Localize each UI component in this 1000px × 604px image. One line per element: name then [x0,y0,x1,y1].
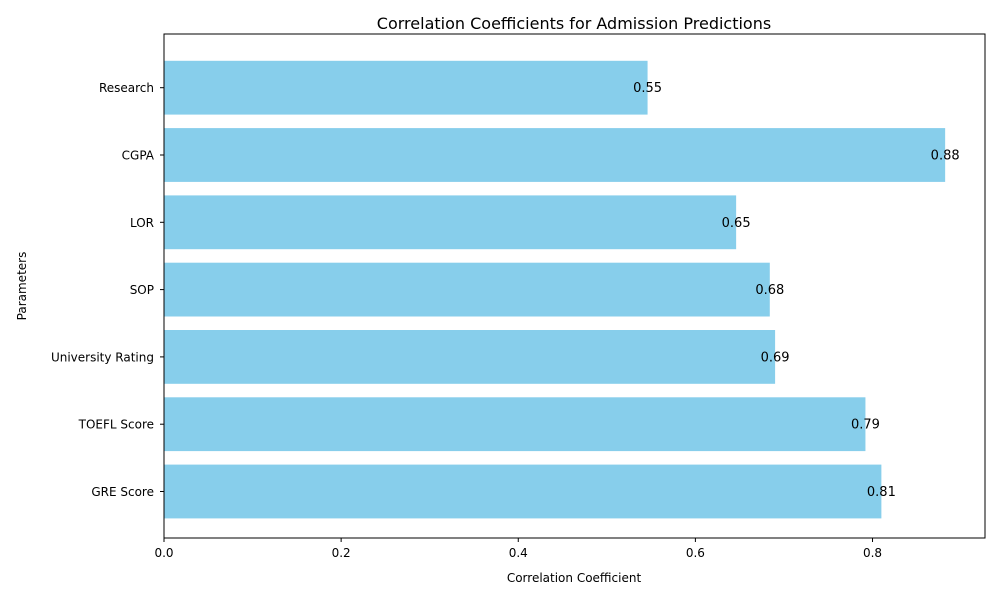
value-label-university-rating: 0.69 [761,350,790,365]
bars-group [164,60,946,519]
value-label-research: 0.55 [633,81,662,96]
bar-lor [164,195,737,250]
y-tick-label-toefl-score: TOEFL Score [78,418,154,432]
bar-research [164,60,648,115]
x-tick-label-4: 0.8 [863,546,882,560]
y-tick-label-gre-score: GRE Score [91,485,154,499]
value-label-cgpa: 0.88 [931,149,960,164]
y-tick-label-university-rating: University Rating [51,350,154,364]
x-axis: 0.0 0.2 0.4 0.6 0.8 [154,538,882,560]
value-label-lor: 0.65 [722,216,751,231]
value-labels-group: 0.81 0.79 0.69 0.68 0.65 0.88 0.55 [633,81,960,500]
value-label-toefl-score: 0.79 [851,418,880,433]
value-label-sop: 0.68 [755,283,784,298]
x-tick-label-1: 0.2 [332,546,351,560]
y-tick-label-sop: SOP [130,283,154,297]
plot-area-frame [163,33,986,539]
chart-title: Correlation Coefficients for Admission P… [377,14,771,33]
y-tick-label-research: Research [99,81,154,95]
value-label-gre-score: 0.81 [867,485,896,500]
bar-university-rating [164,330,776,384]
x-tick-label-0: 0.0 [154,546,173,560]
bar-cgpa [164,128,946,182]
x-axis-label: Correlation Coefficient [507,571,642,585]
x-tick-label-3: 0.6 [686,546,705,560]
y-axis-label: Parameters [15,252,29,321]
y-tick-label-lor: LOR [130,216,154,230]
x-tick-label-2: 0.4 [509,546,528,560]
y-tick-label-cgpa: CGPA [122,149,155,163]
bar-toefl-score [164,397,866,452]
bar-gre-score [164,464,882,519]
bar-sop [164,262,770,317]
y-axis: GRE Score TOEFL Score University Rating SOP… [51,81,164,499]
